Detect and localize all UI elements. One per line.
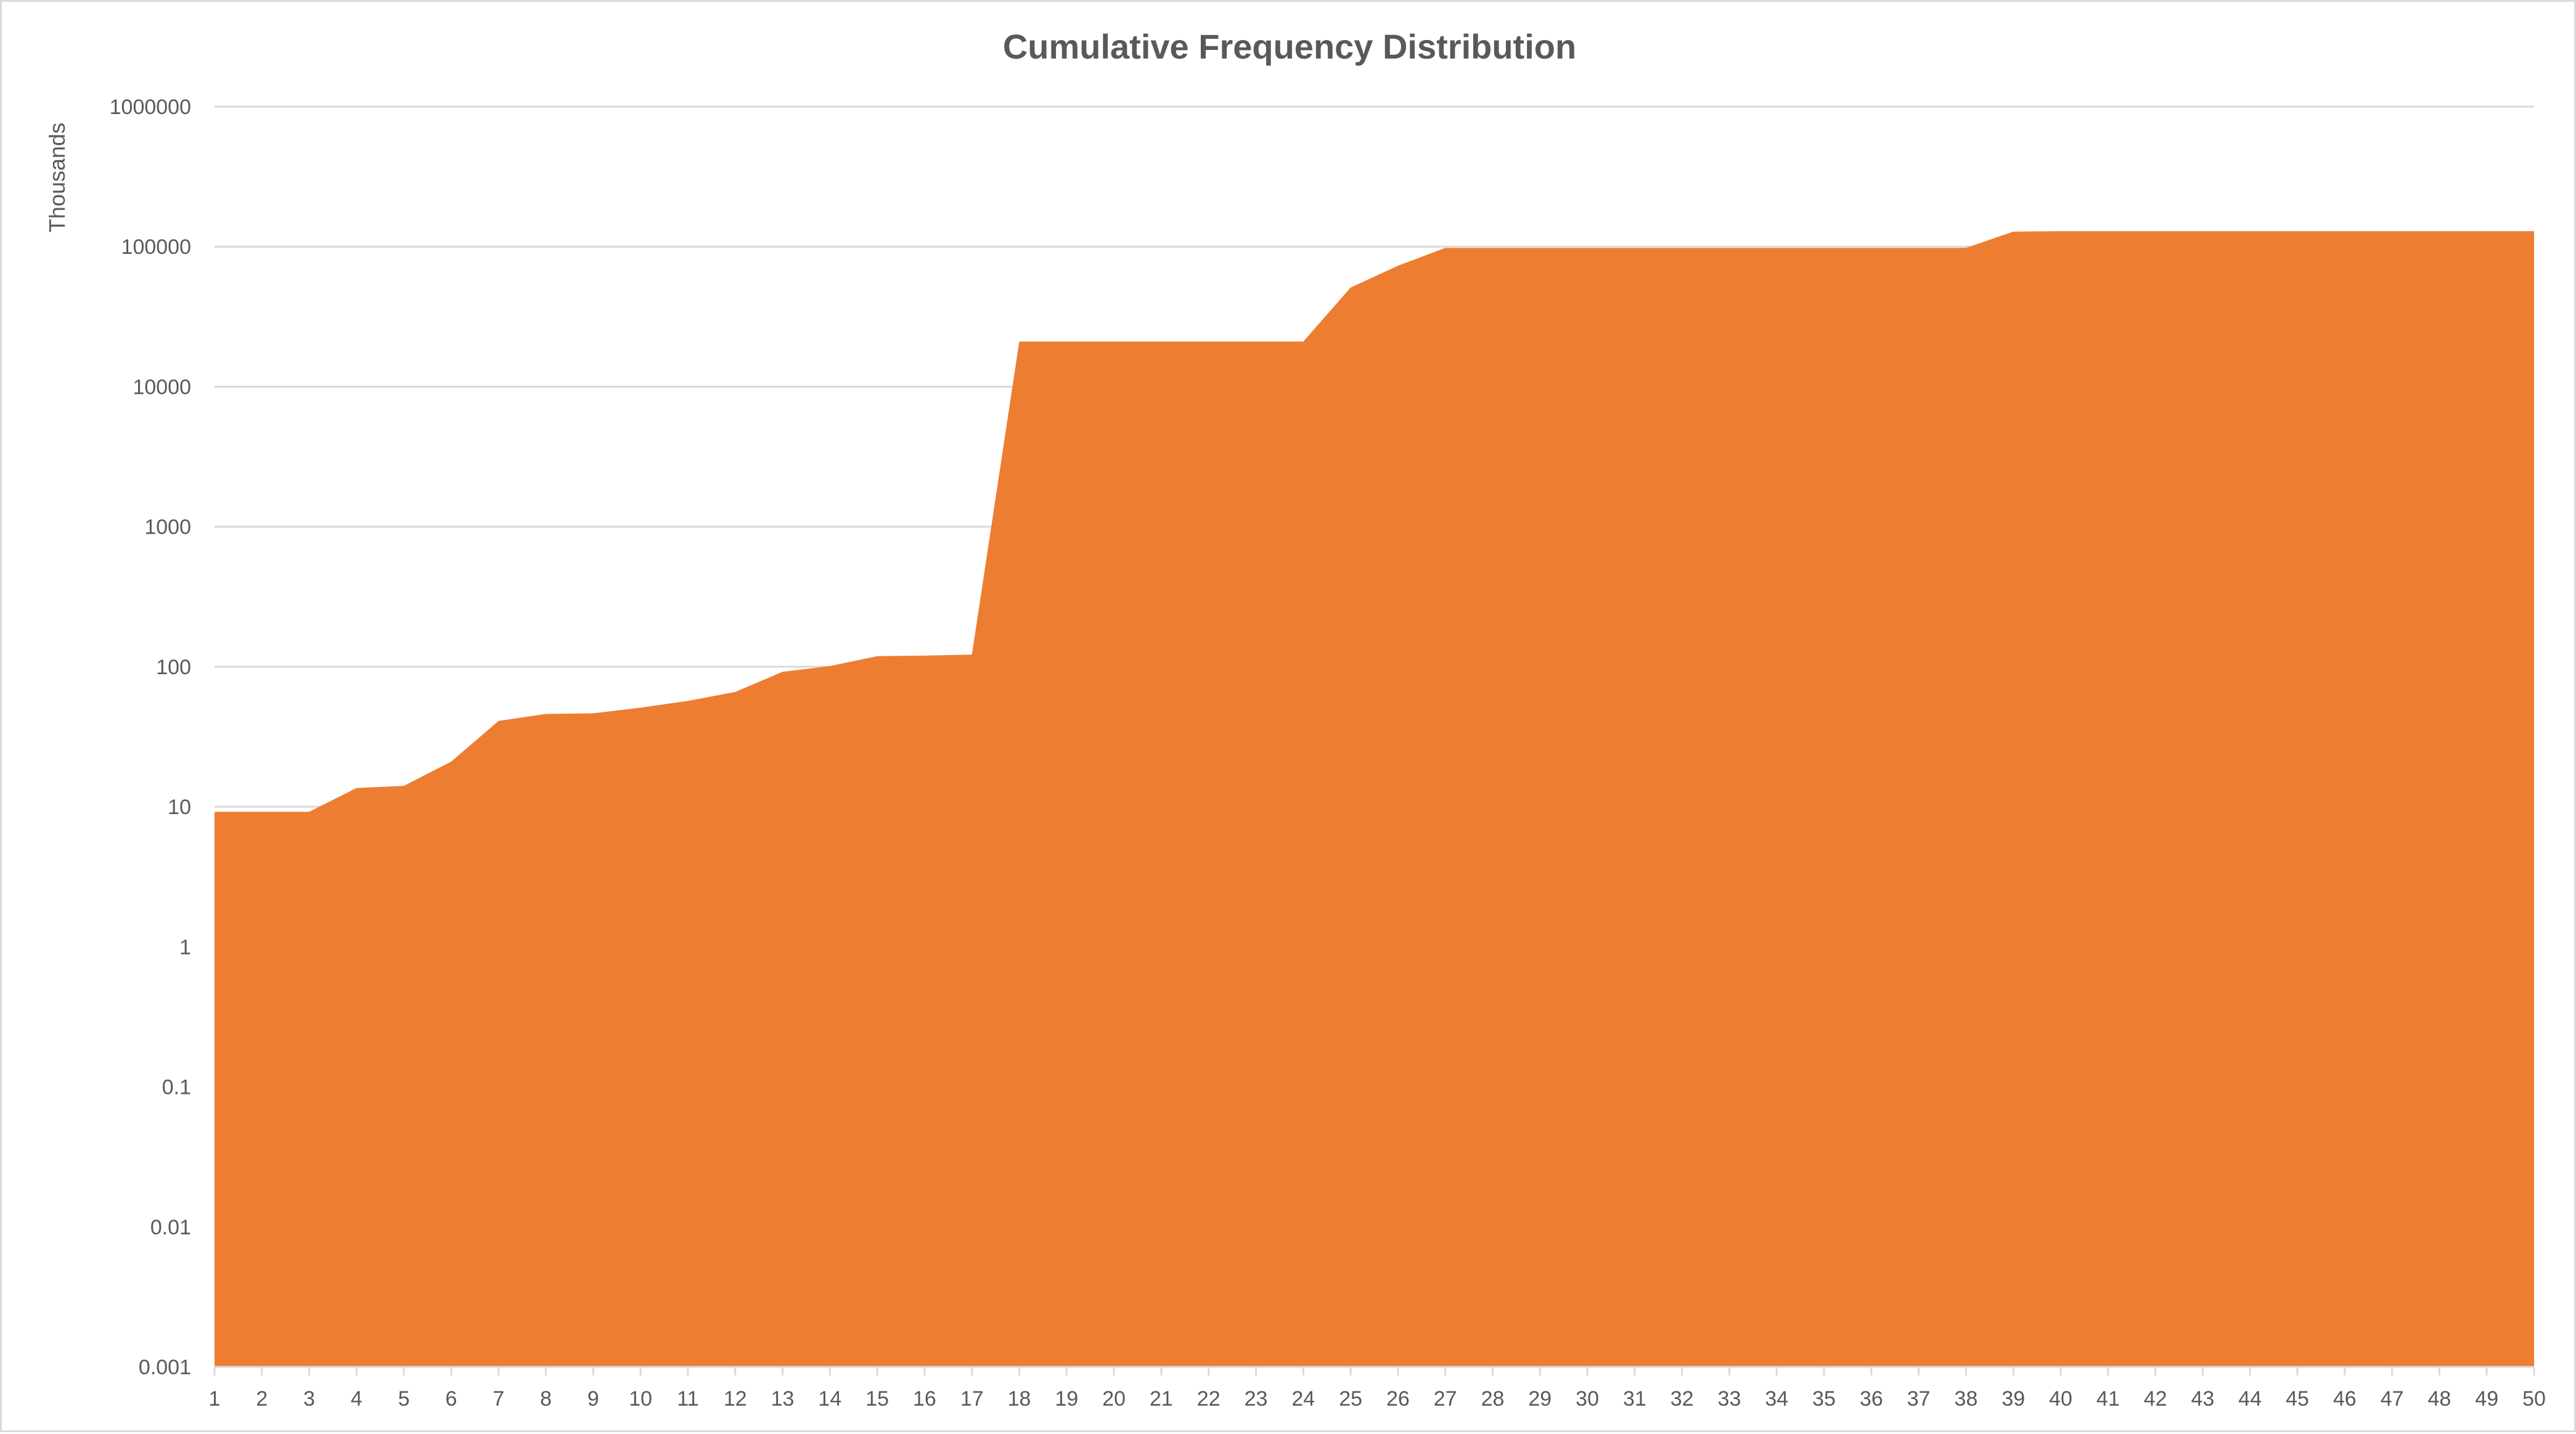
- x-tick-label: 8: [540, 1387, 552, 1411]
- y-axis-title: Thousands: [44, 123, 70, 232]
- x-tick-label: 16: [913, 1387, 936, 1411]
- x-tick-label: 39: [2002, 1387, 2025, 1411]
- area-series: [215, 231, 2534, 1367]
- x-tick-label: 49: [2475, 1387, 2498, 1411]
- x-tick-label: 3: [303, 1387, 315, 1411]
- x-tick-label: 17: [960, 1387, 984, 1411]
- x-tick-label: 5: [398, 1387, 410, 1411]
- x-tick-label: 43: [2191, 1387, 2215, 1411]
- y-axis-tick-labels: 0.001 0.01 0.1 1 10 100 1000 10000 100000 1000000: [110, 96, 191, 1379]
- x-axis-tick-labels: 1 2 3 4 5 6 7 8 9 10 11 12 13 14 15 16 17 18 19 20 21 22 23 24 2…: [209, 1387, 2546, 1411]
- y-tick-label: 0.001: [139, 1356, 191, 1379]
- x-tick-label: 24: [1291, 1387, 1315, 1411]
- x-tick-label: 36: [1860, 1387, 1883, 1411]
- chart-title: Cumulative Frequency Distribution: [1003, 27, 1576, 66]
- x-tick-label: 48: [2427, 1387, 2451, 1411]
- x-tick-label: 28: [1481, 1387, 1505, 1411]
- x-tick-label: 47: [2381, 1387, 2404, 1411]
- x-tick-label: 4: [351, 1387, 362, 1411]
- x-tick-label: 15: [865, 1387, 889, 1411]
- x-tick-label: 25: [1339, 1387, 1362, 1411]
- x-tick-label: 33: [1718, 1387, 1741, 1411]
- x-tick-label: 21: [1150, 1387, 1173, 1411]
- x-tick-label: 26: [1386, 1387, 1410, 1411]
- y-tick-label: 0.01: [150, 1216, 191, 1239]
- area-fill: [215, 231, 2534, 1367]
- y-tick-label: 1: [179, 935, 191, 959]
- x-tick-label: 46: [2333, 1387, 2357, 1411]
- x-tick-label: 29: [1528, 1387, 1552, 1411]
- x-tick-label: 14: [818, 1387, 841, 1411]
- x-tick-label: 41: [2096, 1387, 2120, 1411]
- x-tick-label: 11: [677, 1387, 698, 1411]
- y-tick-label: 10000: [133, 375, 191, 399]
- x-tick-label: 50: [2522, 1387, 2546, 1411]
- y-tick-label: 0.1: [162, 1076, 191, 1099]
- x-tick-label: 13: [771, 1387, 795, 1411]
- y-tick-label: 10: [168, 796, 191, 819]
- x-tick-label: 44: [2238, 1387, 2262, 1411]
- y-tick-label: 1000000: [110, 96, 191, 119]
- x-tick-label: 37: [1907, 1387, 1931, 1411]
- x-tick-label: 7: [493, 1387, 504, 1411]
- x-tick-label: 34: [1765, 1387, 1788, 1411]
- x-tick-label: 32: [1670, 1387, 1694, 1411]
- x-tick-label: 2: [256, 1387, 268, 1411]
- x-tick-label: 45: [2286, 1387, 2309, 1411]
- y-tick-label: 100000: [121, 235, 191, 259]
- x-tick-label: 40: [2049, 1387, 2072, 1411]
- x-tick-label: 10: [629, 1387, 652, 1411]
- x-tick-label: 23: [1245, 1387, 1268, 1411]
- x-tick-label: 9: [587, 1387, 599, 1411]
- x-tick-label: 18: [1008, 1387, 1031, 1411]
- x-tick-label: 1: [209, 1387, 221, 1411]
- x-axis: [213, 1366, 2535, 1375]
- x-tick-label: 42: [2144, 1387, 2167, 1411]
- x-tick-label: 31: [1623, 1387, 1646, 1411]
- x-tick-label: 19: [1055, 1387, 1078, 1411]
- x-tick-label: 22: [1197, 1387, 1221, 1411]
- x-tick-label: 27: [1434, 1387, 1457, 1411]
- x-tick-label: 20: [1102, 1387, 1126, 1411]
- y-tick-label: 100: [156, 656, 191, 679]
- x-tick-label: 35: [1812, 1387, 1836, 1411]
- y-tick-label: 1000: [144, 516, 191, 539]
- x-tick-label: 6: [446, 1387, 457, 1411]
- x-tick-label: 12: [724, 1387, 747, 1411]
- x-tick-label: 38: [1955, 1387, 1978, 1411]
- x-tick-label: 30: [1576, 1387, 1599, 1411]
